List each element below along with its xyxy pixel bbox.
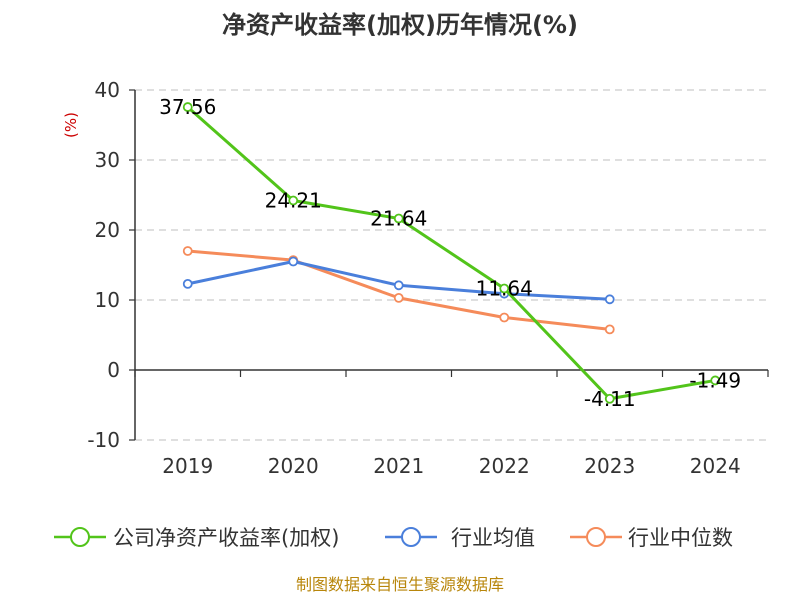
legend-circle-marker [586,527,606,547]
data-point [604,393,615,404]
series-line [186,105,716,401]
legend-label: 公司净资产收益率(加权) [113,526,339,550]
data-point [182,246,193,256]
data-point [288,256,299,267]
x-tick-label: 2022 [479,454,530,478]
grid-lines [135,89,768,441]
data-point [393,280,404,291]
data-point [710,375,721,386]
y-tick-label: -10 [87,428,120,452]
data-label: 37.56 [159,95,216,119]
data-point [182,278,193,289]
legend-circle-marker [70,527,90,547]
y-tick-label: 10 [95,288,120,312]
y-tick-label: 20 [95,218,120,242]
legend: 公司净资产收益率(加权) 行业均值 行业中位数 [54,526,733,550]
series-lines [182,102,721,404]
chart-title: 净资产收益率(加权)历年情况(%) [222,11,578,39]
x-tick-label: 2020 [268,454,319,478]
data-point [393,292,404,303]
series-line [187,249,610,331]
data-point [288,195,299,206]
data-point [499,283,510,294]
data-labels: 37.56 24.21 21.64 11.64 -4.11 -1.49 [159,95,741,411]
data-label: -1.49 [689,368,741,392]
y-axis-unit-label: (%) [62,112,80,138]
legend-label: 行业均值 [451,526,535,550]
source-note: 制图数据来自恒生聚源数据库 [296,575,504,594]
data-point [182,102,193,112]
x-tick-label: 2023 [584,454,635,478]
data-label: 21.64 [370,207,427,231]
legend-label: 行业中位数 [628,526,733,550]
legend-circle-marker [401,527,421,547]
x-tick-label: 2024 [690,454,741,478]
y-tick-label: 40 [95,78,120,102]
data-point [393,213,404,224]
data-label: 11.64 [476,277,533,301]
x-tick-label: 2021 [373,454,424,478]
y-tick-label: 0 [107,358,120,382]
x-tick-label: 2019 [162,454,213,478]
data-point [499,312,510,323]
data-point [604,324,615,335]
data-label: 24.21 [265,189,322,213]
y-tick-label: 30 [95,148,120,172]
data-label: -4.11 [584,387,636,411]
data-point [604,294,615,305]
axes: 40 30 20 10 0 -10 2019 2020 2021 2022 2023 2024 [87,78,769,478]
